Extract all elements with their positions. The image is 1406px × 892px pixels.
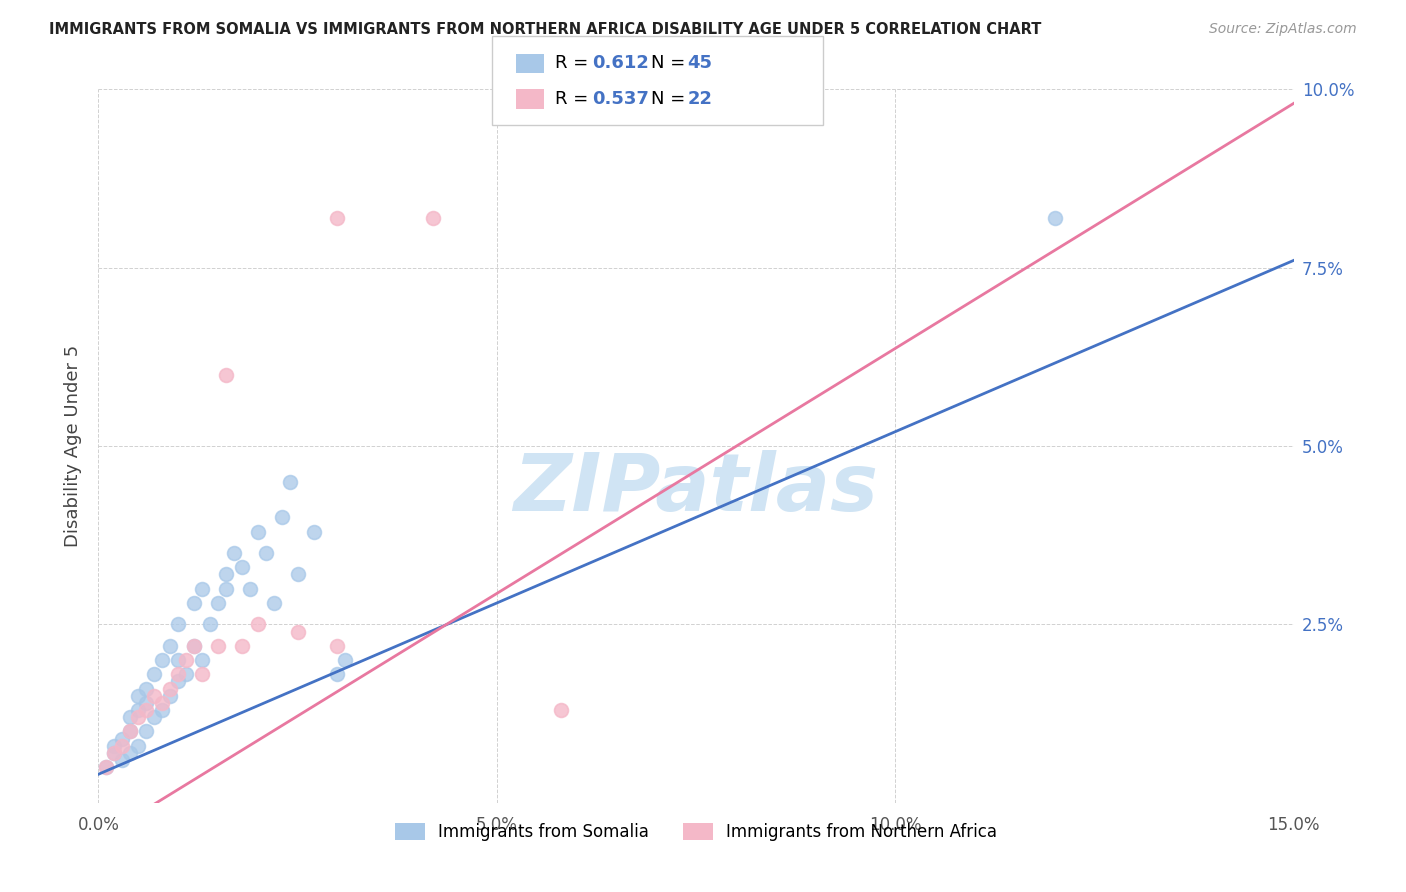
- Point: [191, 653, 214, 667]
- Legend: Immigrants from Somalia, Immigrants from Northern Africa: Immigrants from Somalia, Immigrants from…: [388, 816, 1004, 848]
- Point: [183, 596, 205, 610]
- Point: [159, 681, 181, 696]
- Point: [120, 724, 142, 739]
- Point: [167, 617, 190, 632]
- Text: 22: 22: [688, 90, 713, 108]
- Point: [1043, 211, 1066, 225]
- Point: [127, 703, 149, 717]
- Point: [191, 582, 214, 596]
- Point: [550, 703, 572, 717]
- Point: [174, 667, 197, 681]
- Point: [127, 710, 149, 724]
- Point: [111, 739, 134, 753]
- Point: [103, 746, 125, 760]
- Point: [127, 689, 149, 703]
- Point: [167, 667, 190, 681]
- Text: R =: R =: [555, 54, 595, 72]
- Point: [287, 567, 309, 582]
- Point: [287, 624, 309, 639]
- Point: [231, 639, 253, 653]
- Point: [159, 639, 181, 653]
- Point: [215, 582, 238, 596]
- Point: [278, 475, 301, 489]
- Point: [167, 653, 190, 667]
- Point: [270, 510, 292, 524]
- Point: [120, 746, 142, 760]
- Point: [254, 546, 277, 560]
- Point: [183, 639, 205, 653]
- Point: [120, 724, 142, 739]
- Point: [174, 653, 197, 667]
- Point: [96, 760, 118, 774]
- Point: [159, 689, 181, 703]
- Point: [191, 667, 214, 681]
- Point: [150, 703, 173, 717]
- Point: [207, 639, 229, 653]
- Point: [167, 674, 190, 689]
- Point: [215, 567, 238, 582]
- Point: [135, 724, 157, 739]
- Point: [127, 739, 149, 753]
- Point: [246, 617, 269, 632]
- Text: 0.537: 0.537: [592, 90, 648, 108]
- Point: [96, 760, 118, 774]
- Text: 0.612: 0.612: [592, 54, 648, 72]
- Text: N =: N =: [651, 54, 690, 72]
- Point: [143, 667, 166, 681]
- Point: [135, 696, 157, 710]
- Point: [422, 211, 444, 225]
- Point: [143, 689, 166, 703]
- Text: N =: N =: [651, 90, 690, 108]
- Point: [198, 617, 221, 632]
- Text: ZIPatlas: ZIPatlas: [513, 450, 879, 528]
- Point: [263, 596, 285, 610]
- Point: [231, 560, 253, 574]
- Point: [222, 546, 245, 560]
- Point: [326, 667, 349, 681]
- Point: [103, 746, 125, 760]
- Text: R =: R =: [555, 90, 595, 108]
- Text: IMMIGRANTS FROM SOMALIA VS IMMIGRANTS FROM NORTHERN AFRICA DISABILITY AGE UNDER : IMMIGRANTS FROM SOMALIA VS IMMIGRANTS FR…: [49, 22, 1042, 37]
- Point: [135, 703, 157, 717]
- Point: [326, 211, 349, 225]
- Point: [111, 731, 134, 746]
- Point: [246, 524, 269, 539]
- Point: [215, 368, 238, 382]
- Point: [326, 639, 349, 653]
- Point: [111, 753, 134, 767]
- Point: [335, 653, 357, 667]
- Point: [239, 582, 262, 596]
- Point: [120, 710, 142, 724]
- Point: [302, 524, 325, 539]
- Y-axis label: Disability Age Under 5: Disability Age Under 5: [63, 345, 82, 547]
- Text: Source: ZipAtlas.com: Source: ZipAtlas.com: [1209, 22, 1357, 37]
- Point: [135, 681, 157, 696]
- Point: [183, 639, 205, 653]
- Point: [207, 596, 229, 610]
- Point: [150, 653, 173, 667]
- Text: 45: 45: [688, 54, 713, 72]
- Point: [103, 739, 125, 753]
- Point: [143, 710, 166, 724]
- Point: [150, 696, 173, 710]
